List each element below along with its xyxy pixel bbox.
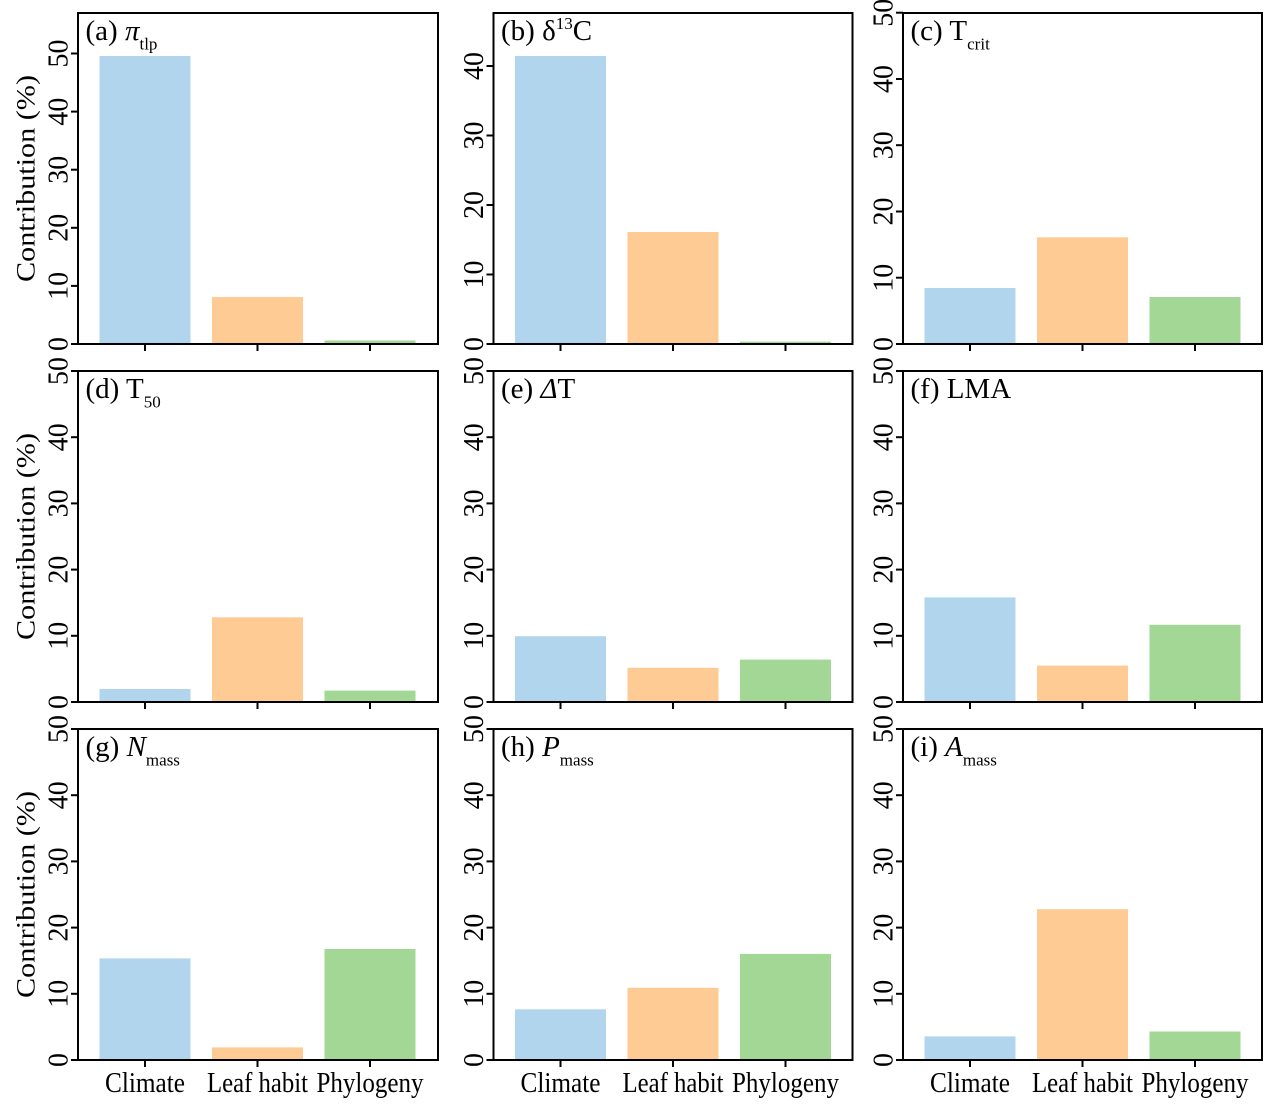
svg-text:40: 40 [44, 781, 75, 809]
svg-text:50: 50 [869, 715, 900, 743]
svg-text:Leaf habit: Leaf habit [207, 1067, 308, 1099]
svg-text:Contribution (%): Contribution (%) [12, 433, 41, 640]
svg-text:20: 20 [869, 914, 900, 942]
svg-text:20: 20 [459, 556, 490, 584]
svg-text:0: 0 [44, 1053, 75, 1067]
svg-text:50: 50 [459, 357, 490, 385]
svg-text:10: 10 [44, 980, 75, 1008]
svg-text:0: 0 [44, 695, 75, 709]
svg-text:30: 30 [459, 122, 490, 150]
svg-text:50: 50 [869, 0, 900, 27]
svg-text:Phylogeny: Phylogeny [1142, 1067, 1249, 1099]
svg-text:20: 20 [459, 914, 490, 942]
svg-text:30: 30 [869, 489, 900, 517]
svg-text:Phylogeny: Phylogeny [732, 1067, 839, 1099]
svg-text:Leaf habit: Leaf habit [623, 1067, 724, 1099]
svg-text:10: 10 [869, 264, 900, 292]
svg-text:50: 50 [44, 40, 75, 68]
svg-text:40: 40 [44, 98, 75, 126]
svg-text:40: 40 [869, 423, 900, 451]
svg-text:10: 10 [459, 980, 490, 1008]
svg-text:0: 0 [459, 1053, 490, 1067]
svg-text:30: 30 [869, 847, 900, 875]
svg-text:40: 40 [459, 423, 490, 451]
svg-text:10: 10 [44, 272, 75, 300]
svg-text:Climate: Climate [930, 1067, 1010, 1099]
svg-text:10: 10 [869, 980, 900, 1008]
svg-text:10: 10 [459, 622, 490, 650]
svg-text:30: 30 [459, 489, 490, 517]
svg-text:40: 40 [459, 52, 490, 80]
svg-text:20: 20 [44, 556, 75, 584]
svg-text:50: 50 [869, 357, 900, 385]
svg-text:20: 20 [44, 214, 75, 242]
svg-text:30: 30 [459, 847, 490, 875]
svg-text:(f) LMA: (f) LMA [911, 373, 1012, 405]
svg-text:30: 30 [869, 131, 900, 159]
svg-text:50: 50 [44, 715, 75, 743]
svg-text:40: 40 [869, 65, 900, 93]
svg-text:Leaf habit: Leaf habit [1032, 1067, 1133, 1099]
svg-text:20: 20 [869, 556, 900, 584]
svg-text:Contribution (%): Contribution (%) [12, 75, 41, 282]
svg-text:20: 20 [459, 191, 490, 219]
svg-text:Contribution (%): Contribution (%) [12, 791, 41, 998]
svg-text:50: 50 [44, 357, 75, 385]
svg-text:20: 20 [869, 198, 900, 226]
svg-text:30: 30 [44, 847, 75, 875]
svg-text:0: 0 [869, 1053, 900, 1067]
svg-text:40: 40 [459, 781, 490, 809]
svg-text:(e) ΔT: (e) ΔT [501, 373, 575, 405]
svg-text:0: 0 [44, 337, 75, 351]
svg-text:40: 40 [869, 781, 900, 809]
svg-text:0: 0 [869, 337, 900, 351]
svg-text:Climate: Climate [105, 1067, 185, 1099]
svg-text:0: 0 [459, 337, 490, 351]
svg-text:50: 50 [459, 715, 490, 743]
svg-text:20: 20 [44, 914, 75, 942]
svg-text:Phylogeny: Phylogeny [317, 1067, 424, 1099]
svg-text:10: 10 [869, 622, 900, 650]
svg-text:30: 30 [44, 156, 75, 184]
svg-text:(b) δ13C: (b) δ13C [501, 14, 592, 47]
svg-text:40: 40 [44, 423, 75, 451]
svg-text:10: 10 [459, 261, 490, 289]
svg-text:0: 0 [459, 695, 490, 709]
svg-text:Climate: Climate [521, 1067, 601, 1099]
svg-text:0: 0 [869, 695, 900, 709]
svg-text:30: 30 [44, 489, 75, 517]
svg-text:10: 10 [44, 622, 75, 650]
